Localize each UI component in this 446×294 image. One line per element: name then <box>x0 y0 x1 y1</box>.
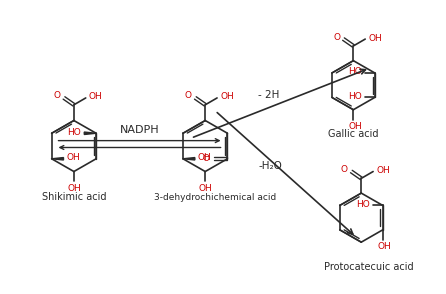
Text: HO: HO <box>348 92 362 101</box>
Text: OH: OH <box>198 184 212 193</box>
Text: OH: OH <box>66 153 80 162</box>
Text: NADPH: NADPH <box>120 125 159 135</box>
Text: -H₂O: -H₂O <box>259 161 283 171</box>
Polygon shape <box>84 132 96 134</box>
Text: O: O <box>333 33 340 42</box>
Text: Gallic acid: Gallic acid <box>328 129 379 139</box>
Polygon shape <box>52 158 63 160</box>
Text: OH: OH <box>368 34 382 43</box>
Text: HO: HO <box>67 128 81 137</box>
Text: - 2H: - 2H <box>258 90 279 100</box>
Text: 3-dehydrochichemical acid: 3-dehydrochichemical acid <box>154 193 276 201</box>
Polygon shape <box>183 158 195 160</box>
Text: HO: HO <box>348 67 362 76</box>
Text: OH: OH <box>198 153 211 162</box>
Text: O: O <box>202 154 209 163</box>
Text: OH: OH <box>376 166 390 175</box>
Text: OH: OH <box>378 242 392 251</box>
Text: O: O <box>341 165 348 174</box>
Text: O: O <box>54 91 61 101</box>
Text: Shikimic acid: Shikimic acid <box>41 192 106 202</box>
Text: OH: OH <box>220 93 234 101</box>
Text: O: O <box>185 91 192 101</box>
Text: OH: OH <box>348 122 362 131</box>
Text: OH: OH <box>67 184 81 193</box>
Text: HO: HO <box>356 200 370 209</box>
Text: Protocatecuic acid: Protocatecuic acid <box>324 262 414 272</box>
Text: OH: OH <box>89 93 103 101</box>
